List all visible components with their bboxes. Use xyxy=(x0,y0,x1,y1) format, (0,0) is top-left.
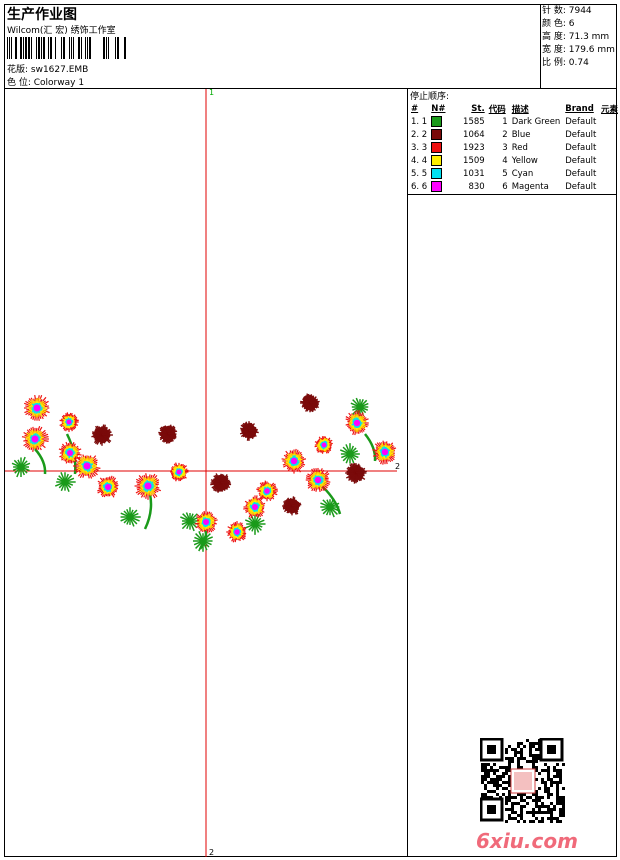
row-swatch xyxy=(429,115,459,128)
col-header-brand: Brand xyxy=(565,103,594,114)
row-stitches: 830 xyxy=(468,181,485,192)
table-row: 4. 4 1509 4 Yellow Default xyxy=(409,154,620,167)
col-header-number: N# xyxy=(431,103,446,114)
row-stitches: 1064 xyxy=(463,129,485,140)
row-swatch xyxy=(429,167,459,180)
page-frame xyxy=(4,4,617,857)
col-header-description: 描述 xyxy=(511,104,529,115)
row-brand: Default xyxy=(565,129,597,140)
table-row: 1. 1 1585 1 Dark Green Default xyxy=(409,115,620,128)
row-element xyxy=(599,154,620,167)
row-description: Magenta xyxy=(511,181,549,192)
row-brand: Default xyxy=(565,181,597,192)
col-header-index: # xyxy=(411,103,419,114)
colorway-name: 色 位: Colorway 1 xyxy=(7,78,85,88)
row-swatch xyxy=(429,180,459,193)
row-brand: Default xyxy=(565,155,597,166)
col-header-element: 元素 xyxy=(600,104,618,115)
design-width: 宽 度: 179.6 mm xyxy=(542,45,615,55)
row-swatch xyxy=(429,128,459,141)
row-code: 1 xyxy=(502,116,508,127)
col-header-stitches: St. xyxy=(471,103,485,114)
design-height: 高 度: 71.3 mm xyxy=(542,32,610,42)
design-filename: 花版: sw1627.EMB xyxy=(7,65,89,75)
row-code: 4 xyxy=(502,155,508,166)
barcode xyxy=(7,37,126,59)
row-swatch xyxy=(429,154,459,167)
row-stitches: 1923 xyxy=(463,142,485,153)
qr-code xyxy=(480,738,566,824)
table-row: 2. 2 1064 2 Blue Default xyxy=(409,128,620,141)
row-description: Yellow xyxy=(511,155,538,166)
row-index: 5. 5 xyxy=(411,168,428,179)
row-code: 3 xyxy=(502,142,508,153)
row-brand: Default xyxy=(565,116,597,127)
stop-sequence-title: 停止顺序: xyxy=(410,92,450,102)
table-row: 3. 3 1923 3 Red Default xyxy=(409,141,620,154)
watermark-logo: 6xiu.com xyxy=(476,829,578,853)
stats-divider xyxy=(540,4,541,88)
color-count: 颜 色: 6 xyxy=(542,19,575,29)
color-swatch xyxy=(431,129,443,140)
row-code: 5 xyxy=(502,168,508,179)
axis-label-right: 2 xyxy=(395,462,401,471)
design-scale: 比 例: 0.74 xyxy=(542,58,589,68)
color-swatch xyxy=(431,168,443,179)
row-element xyxy=(599,167,620,180)
row-index: 4. 4 xyxy=(411,155,428,166)
row-element xyxy=(599,180,620,193)
row-code: 6 xyxy=(502,181,508,192)
table-bottom-divider xyxy=(407,194,617,195)
row-element xyxy=(599,115,620,128)
row-element xyxy=(599,128,620,141)
row-element xyxy=(599,141,620,154)
col-header-code: 代码 xyxy=(488,104,506,115)
row-index: 3. 3 xyxy=(411,142,428,153)
header-divider xyxy=(4,88,617,89)
row-index: 1. 1 xyxy=(411,116,428,127)
row-description: Dark Green xyxy=(511,116,561,127)
row-stitches: 1585 xyxy=(463,116,485,127)
row-swatch xyxy=(429,141,459,154)
table-row: 6. 6 830 6 Magenta Default xyxy=(409,180,620,193)
row-code: 2 xyxy=(502,129,508,140)
row-description: Blue xyxy=(511,129,531,140)
row-stitches: 1509 xyxy=(463,155,485,166)
row-stitches: 1031 xyxy=(463,168,485,179)
qr-seal-inner xyxy=(514,772,532,790)
axis-label-top: 1 xyxy=(209,88,215,97)
color-swatch xyxy=(431,155,443,166)
design-canvas xyxy=(5,89,397,857)
stop-sequence-table: # N# St. 代码 描述 Brand 元素 1. 1 1585 1 Dark Gr… xyxy=(409,102,620,193)
studio-name: Wilcom(汇 宏) 绣饰工作室 xyxy=(7,26,116,36)
panel-divider xyxy=(407,88,408,857)
row-brand: Default xyxy=(565,142,597,153)
row-brand: Default xyxy=(565,168,597,179)
axis-label-bottom: 2 xyxy=(209,848,215,857)
table-row: 5. 5 1031 5 Cyan Default xyxy=(409,167,620,180)
row-index: 2. 2 xyxy=(411,129,428,140)
stitch-count: 针 数: 7944 xyxy=(542,6,592,16)
color-swatch xyxy=(431,142,443,153)
color-swatch xyxy=(431,116,443,127)
color-swatch xyxy=(431,181,443,192)
document-title: 生产作业图 xyxy=(7,7,77,23)
row-description: Cyan xyxy=(511,168,534,179)
row-index: 6. 6 xyxy=(411,181,428,192)
table-header-row: # N# St. 代码 描述 Brand 元素 xyxy=(409,102,620,115)
row-description: Red xyxy=(511,142,528,153)
